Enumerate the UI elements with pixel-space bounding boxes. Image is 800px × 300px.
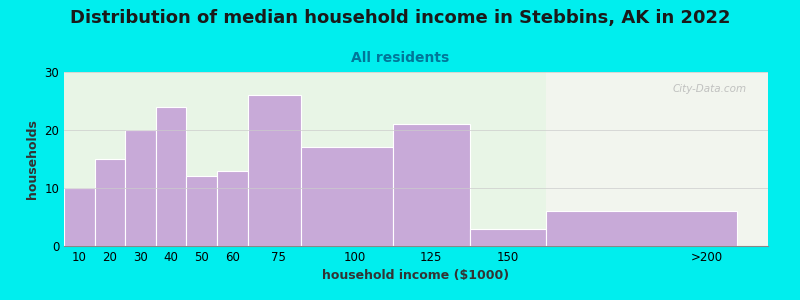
Text: All residents: All residents [351,51,449,65]
Bar [64,72,546,246]
Text: City-Data.com: City-Data.com [673,84,747,94]
Bar [546,72,768,246]
Bar [470,229,546,246]
Bar [217,171,248,246]
Bar [94,159,126,246]
Bar [546,211,738,246]
Bar [64,188,94,246]
Bar [156,107,186,246]
Bar [393,124,470,246]
Bar [302,147,393,246]
X-axis label: household income ($1000): household income ($1000) [322,269,510,282]
Bar [248,95,302,246]
Bar [126,130,156,246]
Y-axis label: households: households [26,119,38,199]
Bar [186,176,217,246]
Text: Distribution of median household income in Stebbins, AK in 2022: Distribution of median household income … [70,9,730,27]
